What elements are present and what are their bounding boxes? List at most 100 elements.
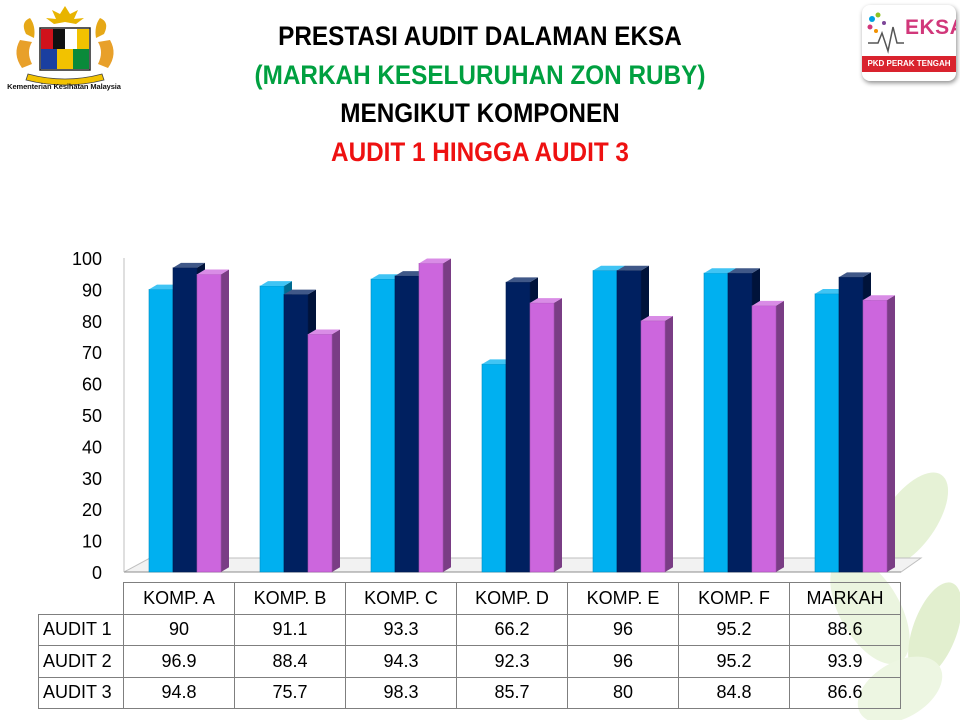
table-cell: 94.8	[123, 676, 235, 709]
bar-top	[284, 289, 316, 295]
bar-top	[197, 269, 229, 275]
table-cell: 96	[567, 613, 679, 646]
table-cell: 95.2	[678, 613, 790, 646]
y-tick-label: 40	[82, 437, 102, 457]
table-cell: 92.3	[456, 645, 568, 678]
y-tick-label: 10	[82, 532, 102, 552]
bar-front	[862, 299, 888, 573]
bar-top	[641, 316, 673, 321]
bar	[196, 269, 229, 573]
series-label: AUDIT 3	[38, 676, 124, 709]
title-line-3: MENGIKUT KOMPONEN	[340, 98, 620, 128]
bar	[640, 316, 673, 573]
eksa-logo: EKSA PKD PERAK TENGAH	[862, 5, 956, 81]
eksa-wordmark: EKSA	[905, 16, 956, 39]
bar-top	[728, 268, 760, 274]
bar-front	[616, 270, 642, 573]
table-cell: 80	[567, 676, 679, 709]
title-line-4: AUDIT 1 HINGGA AUDIT 3	[331, 137, 629, 167]
category-label: KOMP. D	[456, 582, 568, 615]
eksa-band-label: PKD PERAK TENGAH	[862, 56, 956, 72]
table-cell: 93.3	[345, 613, 457, 646]
table-row: AUDIT 2 96.9 88.4 94.3 92.3 96 95.2 93.9	[38, 645, 901, 678]
table-cell: 91.1	[234, 613, 346, 646]
table-cell: 75.7	[234, 676, 346, 709]
table-cell: 96.9	[123, 645, 235, 678]
table-cell: 86.6	[789, 676, 901, 709]
table-cell: 85.7	[456, 676, 568, 709]
category-label: KOMP. C	[345, 582, 457, 615]
bar-front	[196, 274, 222, 573]
bar-top	[260, 281, 292, 286]
table-cell: 93.9	[789, 645, 901, 678]
bar-front	[751, 305, 777, 573]
bar-front	[529, 302, 555, 573]
category-label: KOMP. A	[123, 582, 235, 615]
table-cell: 95.2	[678, 645, 790, 678]
bar-front	[838, 276, 864, 573]
bar-front	[394, 275, 420, 573]
bar-top	[308, 329, 340, 335]
category-label: KOMP. E	[567, 582, 679, 615]
title-line-2: (MARKAH KESELURUHAN ZON RUBY)	[254, 60, 706, 90]
table-cell: 66.2	[456, 613, 568, 646]
bar	[862, 295, 895, 573]
bar-top	[593, 265, 625, 271]
table-cell: 88.6	[789, 613, 901, 646]
y-tick-label: 70	[82, 343, 102, 363]
bars	[148, 258, 895, 573]
y-tick-label: 80	[82, 312, 102, 332]
y-tick-label: 90	[82, 280, 102, 300]
title-line-1: PRESTASI AUDIT DALAMAN EKSA	[278, 21, 682, 51]
y-tick-label: 100	[72, 249, 102, 269]
bar-side	[776, 300, 784, 572]
bar-front	[418, 263, 444, 573]
bar-side	[665, 316, 673, 572]
bar-front	[727, 272, 753, 573]
series-label: AUDIT 1	[38, 613, 124, 646]
category-label: MARKAH	[789, 582, 901, 615]
y-tick-label: 30	[82, 469, 102, 489]
bar-front	[370, 278, 396, 573]
bar-side	[887, 295, 895, 572]
bar-top	[506, 277, 538, 283]
bar-side	[443, 258, 451, 572]
bar-top	[704, 268, 736, 274]
bar-front	[283, 294, 309, 573]
y-axis: 0 10 20 30 40 50 60 70 80 90 100	[72, 249, 125, 583]
bar-front	[148, 289, 174, 573]
table-corner	[39, 583, 124, 615]
bar	[751, 300, 784, 573]
data-table: KOMP. A KOMP. B KOMP. C KOMP. D KOMP. E KOMP.…	[38, 582, 901, 709]
bar-top	[617, 265, 649, 271]
bar-front	[505, 281, 531, 573]
bar	[529, 298, 562, 573]
category-label: KOMP. B	[234, 582, 346, 615]
bar-side	[221, 269, 229, 572]
bar	[307, 329, 340, 573]
bar-top	[839, 272, 871, 278]
table-cell: 84.8	[678, 676, 790, 709]
crest-caption: Kementerian Kesihatan Malaysia	[7, 82, 121, 91]
y-tick-label: 20	[82, 500, 102, 520]
series-label: AUDIT 2	[38, 645, 124, 678]
y-tick-label: 60	[82, 375, 102, 395]
bar-front	[703, 272, 729, 573]
table-row: AUDIT 1 90 91.1 93.3 66.2 96 95.2 88.6	[38, 613, 901, 646]
table-cell: 90	[123, 613, 235, 646]
table-cell: 96	[567, 645, 679, 678]
table-cell: 94.3	[345, 645, 457, 678]
bar-front	[814, 293, 840, 573]
bar-front	[307, 334, 333, 573]
y-tick-label: 50	[82, 406, 102, 426]
bar-front	[259, 285, 285, 573]
eksa-pulse-icon	[867, 12, 904, 54]
table-row: AUDIT 3 94.8 75.7 98.3 85.7 80 84.8 86.6	[38, 676, 901, 709]
bar-front	[592, 270, 618, 573]
bar-top	[863, 295, 895, 301]
bar-side	[332, 329, 340, 572]
bar-front	[172, 267, 198, 573]
bar-top	[752, 300, 784, 306]
bar-front	[640, 320, 666, 573]
crest-icon	[16, 6, 114, 86]
